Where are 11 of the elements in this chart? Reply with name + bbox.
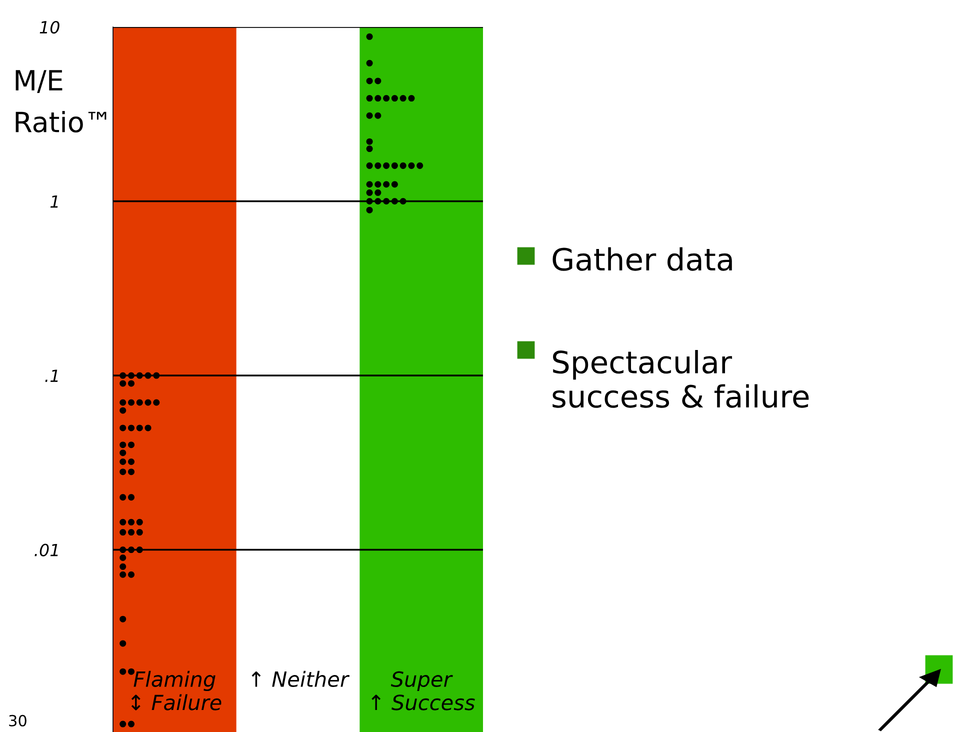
text: Gather data — [552, 247, 732, 271]
y-axis-title: M/E Ratio™ — [16, 70, 106, 132]
y-tick-label: 10 — [40, 20, 60, 34]
x-tick-label: Flaming ↕ Failure — [131, 670, 222, 710]
text: Spectacular success & failure — [552, 350, 809, 408]
y-tick-label: .1 — [45, 370, 58, 382]
text: 30 — [9, 714, 26, 726]
x-tick-label: Super ↑ Success — [372, 671, 475, 710]
x-tick-label: ↑ Neither — [252, 670, 350, 688]
y-tick-label: 1 — [50, 195, 58, 208]
y-tick-label: .01 — [34, 544, 58, 556]
